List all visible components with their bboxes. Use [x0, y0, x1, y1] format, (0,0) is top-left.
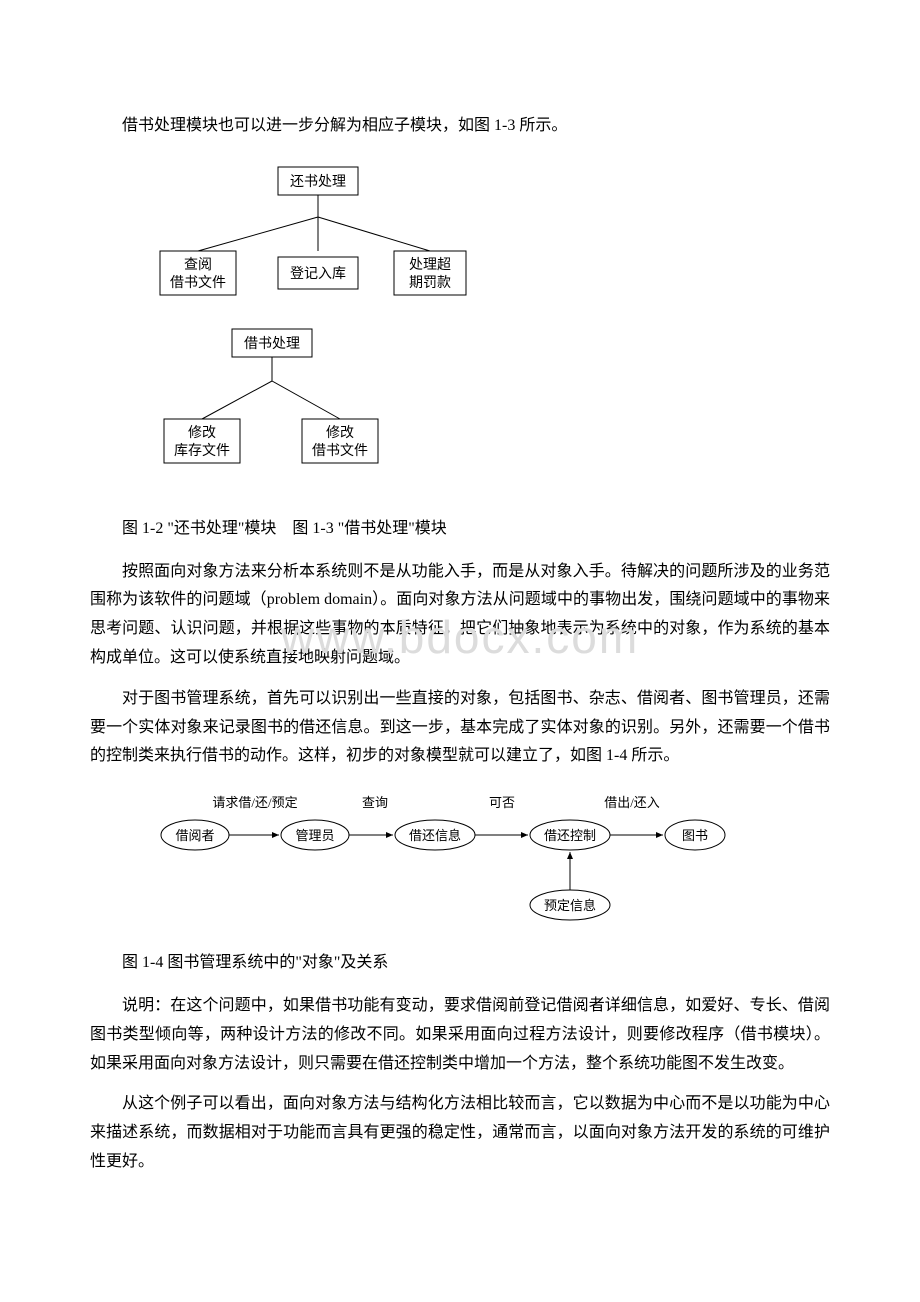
tree-top-root: 还书处理 — [290, 174, 346, 190]
flow-svg: 请求借/还/预定 查询 可否 借出/还入 借阅者 管理员 借还信息 借还控制 图… — [150, 785, 750, 935]
node-borrower: 借阅者 — [175, 828, 214, 843]
edge-label-2: 查询 — [362, 795, 388, 810]
edge-label-3: 可否 — [489, 795, 515, 810]
intro-paragraph: 借书处理模块也可以进一步分解为相应子模块，如图 1-3 所示。 — [90, 112, 830, 141]
para-conclusion: 从这个例子可以看出，面向对象方法与结构化方法相比较而言，它以数据为中心而不是以功… — [90, 1090, 830, 1176]
tree-svg: 还书处理 查阅 借书文件 登记入库 处理超 期罚款 借书处理 修改 库存文件 修… — [150, 161, 480, 501]
tree-top-c1-l1: 查阅 — [184, 257, 212, 273]
tree-bottom-c1-l1: 修改 — [188, 425, 216, 441]
node-loanctrl: 借还控制 — [544, 828, 596, 843]
tree-top-c3-l2: 期罚款 — [409, 275, 451, 291]
edge-label-1: 请求借/还/预定 — [212, 795, 297, 810]
tree-bottom-root: 借书处理 — [244, 336, 300, 352]
para-analysis: 按照面向对象方法来分析本系统则不是从功能入手，而是从对象入手。待解决的问题所涉及… — [90, 558, 830, 673]
caption-fig-1-2-1-3: 图 1-2 "还书处理"模块 图 1-3 "借书处理"模块 — [90, 515, 830, 544]
tree-figure: 还书处理 查阅 借书文件 登记入库 处理超 期罚款 借书处理 修改 库存文件 修… — [150, 161, 470, 501]
para-objects: 对于图书管理系统，首先可以识别出一些直接的对象，包括图书、杂志、借阅者、图书管理… — [90, 685, 830, 771]
node-admin: 管理员 — [295, 828, 334, 843]
tree-top-c2: 登记入库 — [290, 266, 346, 282]
tree-bottom-c2-l2: 借书文件 — [312, 443, 368, 459]
tree-bottom-c2-l1: 修改 — [326, 425, 354, 441]
tree-top-c1-l2: 借书文件 — [170, 275, 226, 291]
tree-bottom-c1-l2: 库存文件 — [174, 443, 230, 459]
tree-top-c3-l1: 处理超 — [409, 257, 451, 273]
flow-figure: 请求借/还/预定 查询 可否 借出/还入 借阅者 管理员 借还信息 借还控制 图… — [150, 785, 770, 935]
node-loaninfo: 借还信息 — [409, 828, 461, 843]
node-book: 图书 — [682, 828, 708, 843]
para-explain: 说明：在这个问题中，如果借书功能有变动，要求借阅前登记借阅者详细信息，如爱好、专… — [90, 992, 830, 1078]
caption-fig-1-4: 图 1-4 图书管理系统中的"对象"及关系 — [90, 949, 830, 978]
edge-label-4: 借出/还入 — [604, 795, 660, 810]
node-reserve: 预定信息 — [544, 898, 596, 913]
